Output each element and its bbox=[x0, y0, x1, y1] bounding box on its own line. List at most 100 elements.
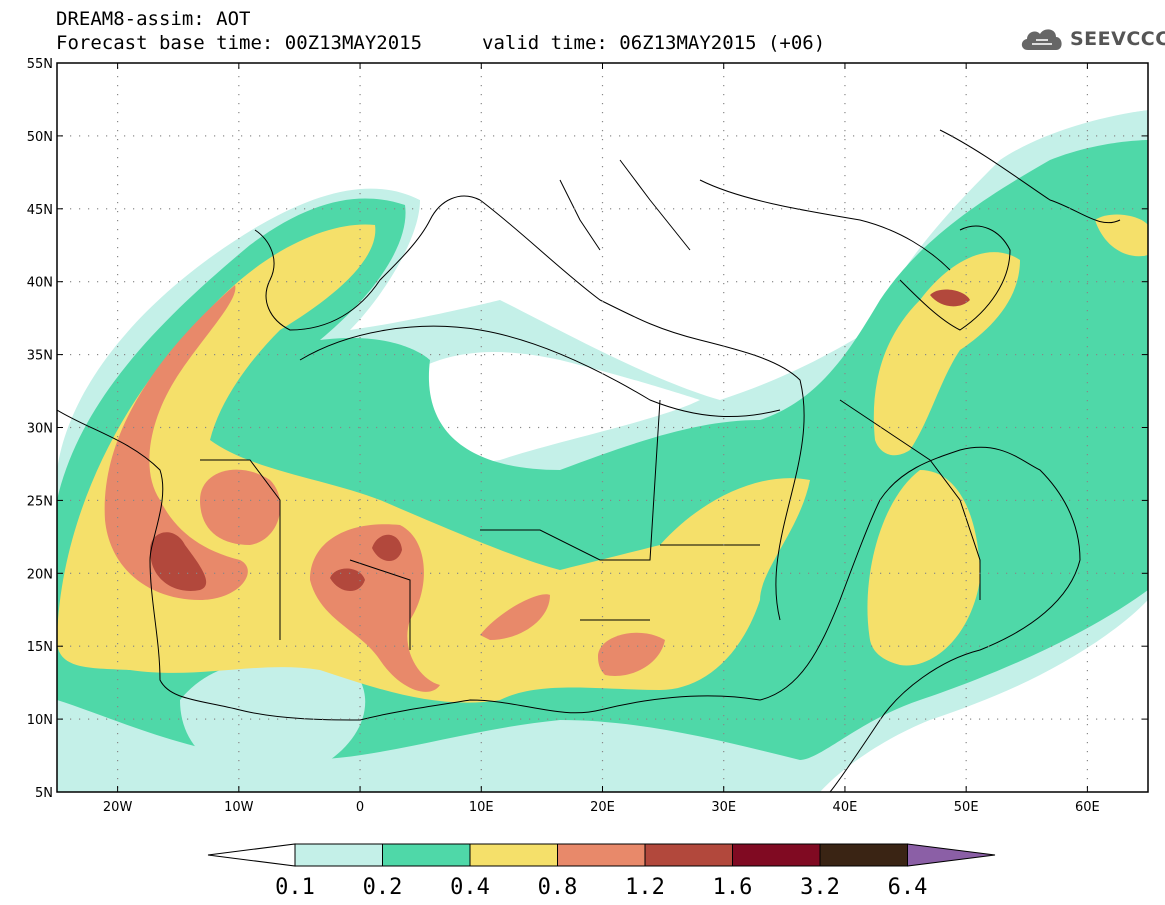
grid-dot bbox=[1024, 426, 1026, 429]
grid-dot bbox=[238, 571, 240, 573]
grid-dot bbox=[1086, 301, 1088, 303]
grid-dot bbox=[295, 499, 297, 501]
grid-dot bbox=[799, 718, 801, 720]
grid-dot bbox=[359, 400, 361, 402]
grid-dot bbox=[1141, 572, 1143, 574]
grid-dot bbox=[835, 499, 837, 501]
grid-dot bbox=[1015, 208, 1017, 210]
grid-dot bbox=[763, 645, 765, 647]
grid-dot bbox=[117, 202, 119, 204]
grid-dot bbox=[965, 319, 967, 321]
grid-dot bbox=[723, 499, 725, 501]
grid-dot bbox=[961, 426, 963, 429]
grid-dot bbox=[394, 572, 396, 574]
grid-dot bbox=[1114, 645, 1116, 647]
grid-dot bbox=[619, 135, 621, 137]
grid-dot bbox=[844, 281, 846, 283]
grid-dot bbox=[238, 580, 240, 582]
grid-dot bbox=[196, 645, 198, 647]
grid-dot bbox=[142, 135, 144, 137]
grid-dot bbox=[117, 571, 119, 573]
grid-dot bbox=[988, 499, 990, 501]
grid-dot bbox=[97, 572, 99, 574]
grid-dot bbox=[844, 247, 846, 249]
grid-dot bbox=[709, 135, 711, 137]
grid-dot bbox=[359, 274, 361, 276]
aot-band-0.8 bbox=[310, 524, 440, 692]
grid-dot bbox=[238, 247, 240, 249]
grid-dot bbox=[359, 193, 361, 195]
grid-dot bbox=[1060, 718, 1062, 720]
grid-dot bbox=[817, 208, 819, 210]
grid-dot bbox=[844, 598, 846, 600]
grid-dot bbox=[480, 607, 482, 609]
grid-dot bbox=[862, 135, 864, 137]
grid-dot bbox=[844, 778, 846, 780]
grid-dot bbox=[601, 208, 603, 210]
grid-dot bbox=[331, 135, 333, 137]
grid-dot bbox=[238, 706, 240, 708]
grid-dot bbox=[965, 517, 967, 519]
grid-dot bbox=[601, 426, 603, 429]
grid-dot bbox=[619, 208, 621, 210]
grid-dot bbox=[965, 580, 967, 582]
grid-dot bbox=[1086, 283, 1088, 285]
aot-clear-area bbox=[420, 63, 1148, 330]
grid-dot bbox=[1006, 208, 1008, 210]
grid-dot bbox=[1069, 645, 1071, 647]
grid-dot bbox=[1086, 319, 1088, 321]
grid-dot bbox=[1086, 535, 1088, 537]
grid-dot bbox=[313, 499, 315, 501]
grid-dot bbox=[160, 572, 162, 574]
grid-dot bbox=[664, 135, 666, 137]
grid-dot bbox=[238, 751, 240, 753]
grid-dot bbox=[322, 499, 324, 501]
grid-dot bbox=[664, 572, 666, 574]
grid-dot bbox=[925, 281, 927, 283]
grid-dot bbox=[574, 572, 576, 574]
grid-dot bbox=[1114, 354, 1116, 356]
grid-dot bbox=[592, 135, 594, 137]
grid-dot bbox=[169, 354, 171, 356]
grid-dot bbox=[1024, 718, 1026, 720]
grid-dot bbox=[97, 718, 99, 720]
grid-dot bbox=[988, 208, 990, 210]
grid-dot bbox=[1086, 148, 1088, 150]
aot-band-1.2 bbox=[930, 289, 970, 307]
grid-dot bbox=[238, 337, 240, 339]
grid-dot bbox=[965, 427, 967, 429]
grid-dot bbox=[952, 208, 954, 210]
grid-dot bbox=[466, 426, 468, 429]
grid-dot bbox=[520, 426, 522, 429]
grid-dot bbox=[79, 645, 81, 647]
grid-dot bbox=[583, 354, 585, 356]
grid-dot bbox=[238, 391, 240, 393]
grid-dot bbox=[117, 499, 119, 501]
grid-dot bbox=[448, 718, 450, 720]
grid-dot bbox=[480, 265, 482, 267]
grid-dot bbox=[628, 135, 630, 137]
grid-dot bbox=[723, 310, 725, 312]
grid-dot bbox=[817, 135, 819, 137]
grid-dot bbox=[799, 354, 801, 356]
grid-dot bbox=[916, 499, 918, 501]
grid-dot bbox=[238, 733, 240, 735]
grid-dot bbox=[601, 718, 603, 720]
grid-dot bbox=[376, 426, 378, 429]
colorbar-label: 0.4 bbox=[450, 875, 490, 900]
grid-dot bbox=[313, 572, 315, 574]
colorbar-label: 0.8 bbox=[538, 875, 578, 900]
grid-dot bbox=[394, 499, 396, 501]
grid-dot bbox=[965, 706, 967, 708]
grid-dot bbox=[1086, 724, 1088, 726]
grid-dot bbox=[844, 139, 846, 141]
grid-dot bbox=[238, 616, 240, 618]
grid-dot bbox=[117, 157, 119, 159]
grid-dot bbox=[781, 208, 783, 210]
grid-dot bbox=[781, 572, 783, 574]
grid-dot bbox=[286, 572, 288, 574]
aot-band-0.8 bbox=[200, 469, 281, 545]
grid-dot bbox=[457, 354, 459, 356]
grid-dot bbox=[610, 718, 612, 720]
